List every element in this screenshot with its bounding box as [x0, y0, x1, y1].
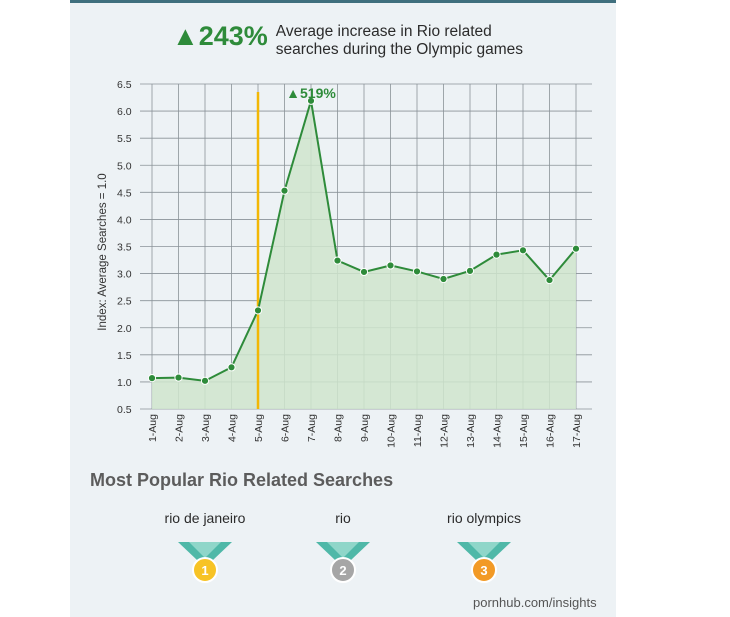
x-tick-label: 3-Aug: [200, 414, 212, 442]
x-tick-label: 2-Aug: [174, 414, 186, 442]
x-tick-label: 15-Aug: [518, 414, 530, 448]
source-footer: pornhub.com/insights: [473, 595, 597, 610]
y-axis-title: Index: Average Searches = 1.0: [97, 173, 109, 330]
x-tick-label: 13-Aug: [465, 414, 477, 448]
y-tick-label: 5.5: [117, 133, 132, 145]
ribbon-left: [316, 542, 345, 560]
popular-term: rio de janeiro: [164, 510, 246, 526]
medal-rank: 1: [201, 563, 208, 578]
x-tick-label: 11-Aug: [412, 414, 424, 447]
data-point: [280, 186, 289, 195]
x-tick-label: 7-Aug: [306, 414, 318, 442]
headline-description-line1: Average increase in Rio related: [275, 23, 492, 40]
medal-disc: [192, 557, 218, 583]
x-tick-label: 16-Aug: [545, 414, 557, 448]
data-points: [147, 96, 581, 385]
data-point: [545, 275, 554, 285]
x-tick-labels: 1-Aug 2-Aug 3-Aug 4-Aug 5-Aug 6-Aug 7-Aug 8-Aug…: [147, 414, 583, 448]
medal-disc: [330, 557, 356, 583]
medal-disc: [471, 557, 497, 583]
x-tick-label: 14-Aug: [492, 414, 504, 448]
data-point: [492, 250, 501, 259]
ribbon-left: [178, 542, 207, 560]
x-tick-label: 6-Aug: [280, 414, 292, 442]
headline-increase: ▲243%: [172, 21, 268, 51]
ribbon-right: [482, 542, 511, 560]
x-tick-label: 10-Aug: [386, 414, 398, 448]
ribbon-left: [457, 542, 486, 560]
section-title: Most Popular Rio Related Searches: [90, 470, 394, 490]
y-tick-label: 1.5: [117, 350, 132, 362]
ribbon-center: [189, 542, 221, 558]
y-tick-label: 2.0: [117, 323, 132, 335]
line-chart: 0.51.01.52.02.53.03.54.04.55.05.56.06.5 …: [97, 79, 592, 448]
x-tick-label: 5-Aug: [253, 414, 265, 442]
x-tick-label: 1-Aug: [147, 414, 159, 442]
data-point: [333, 256, 342, 265]
y-tick-label: 6.0: [117, 106, 132, 118]
y-tick-labels: 0.5 1.0 1.5 2.0 2.5 3.0 3.5 4.0 4.5 5.0 5.5 6.0 6.5: [117, 79, 132, 416]
y-tick-label: 0.5: [117, 404, 132, 416]
data-point: [465, 266, 475, 275]
y-tick-label: 4.5: [117, 187, 132, 199]
data-point: [386, 261, 395, 270]
ribbon-center: [327, 542, 359, 558]
y-tick-label: 3.5: [117, 242, 132, 254]
popular-item-2: rio 2: [273, 510, 413, 586]
ribbon-right: [203, 542, 232, 560]
x-tick-label: 17-Aug: [571, 414, 583, 448]
headline-description: Average increase in Rio related searches…: [276, 23, 523, 59]
bronze-medal-icon: 3: [457, 542, 511, 583]
data-point: [147, 374, 157, 383]
headline: ▲243% Average increase in Rio related se…: [172, 20, 523, 59]
x-tick-label: 12-Aug: [439, 414, 451, 448]
data-point: [200, 376, 210, 385]
data-point: [571, 244, 581, 253]
y-tick-label: 1.0: [117, 377, 132, 389]
data-point: [412, 267, 422, 276]
x-tick-label: 9-Aug: [359, 414, 371, 442]
data-point: [518, 246, 528, 255]
ribbon-center: [468, 542, 500, 558]
data-point: [439, 274, 448, 284]
medal-rank: 3: [480, 563, 487, 578]
top-strip: [70, 0, 616, 3]
silver-medal-icon: 2: [316, 542, 370, 583]
x-tick-label: 4-Aug: [227, 414, 239, 442]
y-tick-label: 3.0: [117, 269, 132, 281]
y-tick-label: 6.5: [117, 79, 132, 91]
medal-rank: 2: [339, 563, 346, 578]
data-point: [306, 96, 316, 105]
gold-medal-icon: 1: [178, 542, 232, 583]
data-point: [174, 373, 183, 382]
ribbon-right: [341, 542, 370, 560]
popular-term: rio: [335, 510, 351, 526]
popular-item-3: rio olympics 3: [414, 510, 554, 586]
peak-annotation: ▲519%: [286, 85, 336, 101]
popular-term: rio olympics: [447, 510, 521, 526]
x-tick-label: 8-Aug: [333, 414, 345, 442]
data-point: [227, 363, 236, 372]
y-tick-label: 4.0: [117, 214, 132, 226]
data-point: [253, 306, 263, 315]
y-tick-label: 2.5: [117, 296, 132, 308]
popular-item-1: rio de janeiro 1: [135, 510, 275, 586]
data-point: [359, 267, 369, 277]
y-tick-label: 5.0: [117, 160, 132, 172]
headline-description-line2: searches during the Olympic games: [275, 41, 524, 58]
